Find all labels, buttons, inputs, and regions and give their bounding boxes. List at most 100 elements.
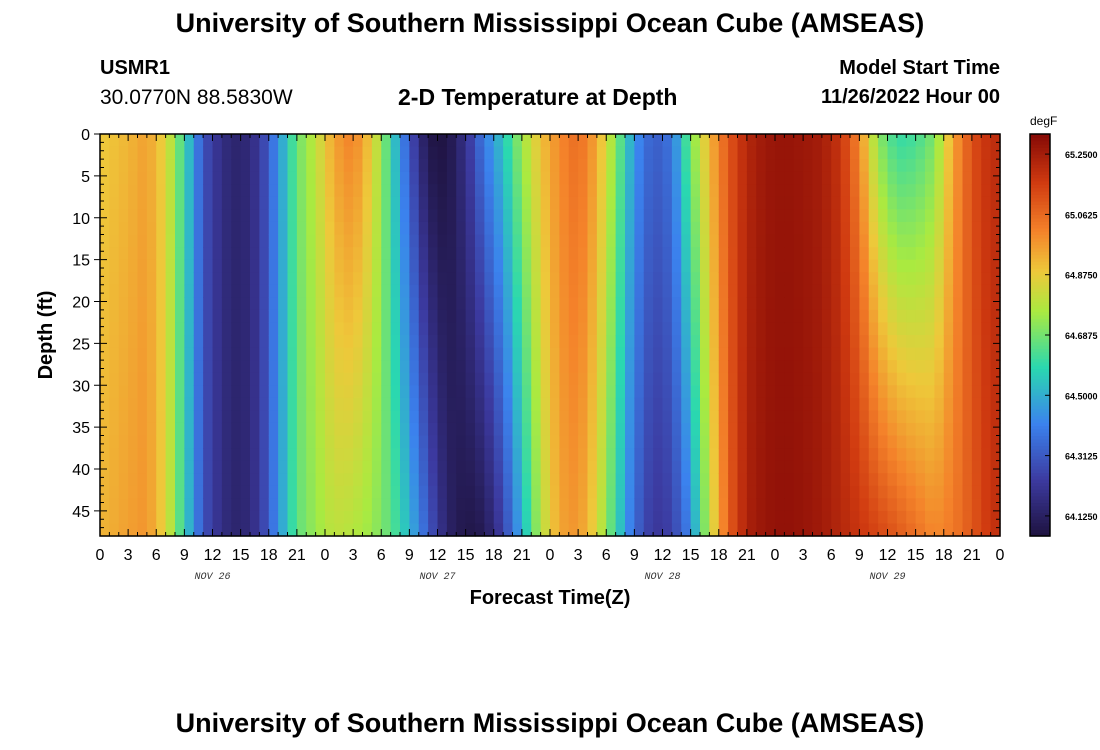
heatmap-cell	[146, 234, 157, 248]
heatmap-cell	[793, 134, 804, 148]
heatmap-cell	[671, 385, 682, 399]
heatmap-cell	[418, 422, 429, 437]
heatmap-cell	[306, 184, 317, 198]
heatmap-cell	[278, 485, 289, 499]
heatmap-cell	[784, 460, 795, 474]
heatmap-cell	[465, 485, 476, 499]
heatmap-cell	[953, 234, 964, 248]
heatmap-cell	[493, 335, 504, 349]
heatmap-cell	[850, 460, 860, 474]
heatmap-cell	[268, 485, 279, 499]
heatmap-cell	[756, 372, 767, 386]
heatmap-cell	[278, 159, 289, 173]
x-axis: 0 3 6 9 12 15 18 21 0 3 6 9 12 15 18 21 0 3 6 9 12 15 18 21 0 3 6 9…	[96, 134, 1005, 564]
heatmap-cell	[662, 460, 673, 474]
heatmap-cell	[503, 485, 514, 499]
heatmap-cell	[362, 473, 373, 487]
heatmap-cell	[821, 460, 832, 474]
heatmap-cell	[221, 385, 232, 399]
heatmap-cell	[193, 322, 204, 336]
heatmap-cell	[662, 159, 673, 173]
heatmap-cell	[362, 335, 373, 349]
heatmap-cell	[456, 259, 467, 273]
heatmap-cell	[765, 410, 776, 424]
heatmap-cell	[268, 209, 279, 223]
heatmap-cell	[868, 360, 879, 374]
heatmap-cell	[259, 510, 270, 525]
heatmap-cell	[953, 385, 964, 399]
heatmap-cell	[531, 247, 542, 261]
heatmap-cell	[821, 422, 832, 437]
heatmap-cell	[287, 347, 298, 361]
heatmap-cell	[840, 184, 851, 198]
heatmap-cell	[643, 196, 654, 210]
heatmap-cell	[878, 221, 889, 236]
heatmap-cell	[193, 171, 204, 185]
heatmap-cell	[212, 221, 223, 236]
heatmap-cell	[634, 209, 645, 223]
heatmap-cell	[756, 134, 767, 148]
heatmap-cell	[306, 410, 317, 424]
heatmap-cell	[231, 309, 242, 324]
heatmap-cell	[737, 272, 748, 286]
heatmap-cell	[625, 460, 635, 474]
heatmap-cell	[625, 196, 635, 210]
heatmap-cell	[428, 510, 439, 525]
heatmap-cell	[437, 159, 448, 173]
heatmap-cell	[306, 448, 317, 462]
heatmap-cell	[343, 448, 354, 462]
heatmap-cell	[784, 435, 795, 449]
heatmap-cell	[812, 473, 823, 487]
heatmap-cell	[109, 297, 120, 311]
heatmap-cell	[465, 448, 476, 462]
heatmap-cell	[409, 322, 420, 336]
heatmap-cell	[437, 196, 448, 210]
heatmap-cell	[156, 171, 167, 185]
heatmap-cell	[728, 209, 739, 223]
heatmap-cell	[671, 422, 682, 437]
heatmap-cell	[971, 435, 982, 449]
heatmap-cell	[765, 221, 776, 236]
heatmap-cell	[887, 435, 898, 449]
heatmap-cell	[578, 297, 589, 311]
heatmap-cell	[334, 247, 345, 261]
heatmap-cell	[587, 221, 598, 236]
heatmap-cell	[540, 297, 551, 311]
heatmap-cell	[231, 335, 242, 349]
heatmap-cell	[550, 460, 560, 474]
heatmap-cell	[709, 498, 720, 512]
heatmap-cell	[175, 523, 185, 537]
heatmap-cell	[784, 146, 795, 160]
heatmap-cell	[718, 460, 729, 474]
heatmap-cell	[934, 422, 945, 437]
heatmap-cell	[503, 510, 514, 525]
heatmap-cell	[728, 335, 739, 349]
heatmap-cell	[390, 372, 401, 386]
heatmap-cell	[981, 448, 992, 462]
heatmap-cell	[615, 385, 626, 399]
heatmap-cell	[962, 297, 973, 311]
heatmap-cell	[831, 397, 842, 411]
heatmap-cell	[990, 347, 1001, 361]
heatmap-cell	[868, 171, 879, 185]
colorbar-segment	[1030, 482, 1050, 487]
heatmap-cell	[859, 347, 870, 361]
colorbar-segment	[1030, 237, 1050, 242]
heatmap-cell	[184, 397, 195, 411]
heatmap-cell	[915, 322, 926, 336]
heatmap-cell	[962, 422, 973, 437]
heatmap-cell	[728, 272, 739, 286]
colorbar-segment	[1030, 375, 1050, 380]
heatmap-cell	[878, 372, 889, 386]
heatmap-cell	[803, 410, 814, 424]
heatmap-cell	[381, 397, 392, 411]
heatmap-cell	[521, 485, 532, 499]
heatmap-cell	[146, 347, 157, 361]
heatmap-cell	[268, 221, 279, 236]
heatmap-cell	[287, 171, 298, 185]
heatmap-cell	[531, 498, 542, 512]
heatmap-cell	[934, 435, 945, 449]
y-tick-label: 15	[72, 253, 90, 270]
heatmap-cell	[896, 460, 907, 474]
heatmap-cell	[184, 473, 195, 487]
